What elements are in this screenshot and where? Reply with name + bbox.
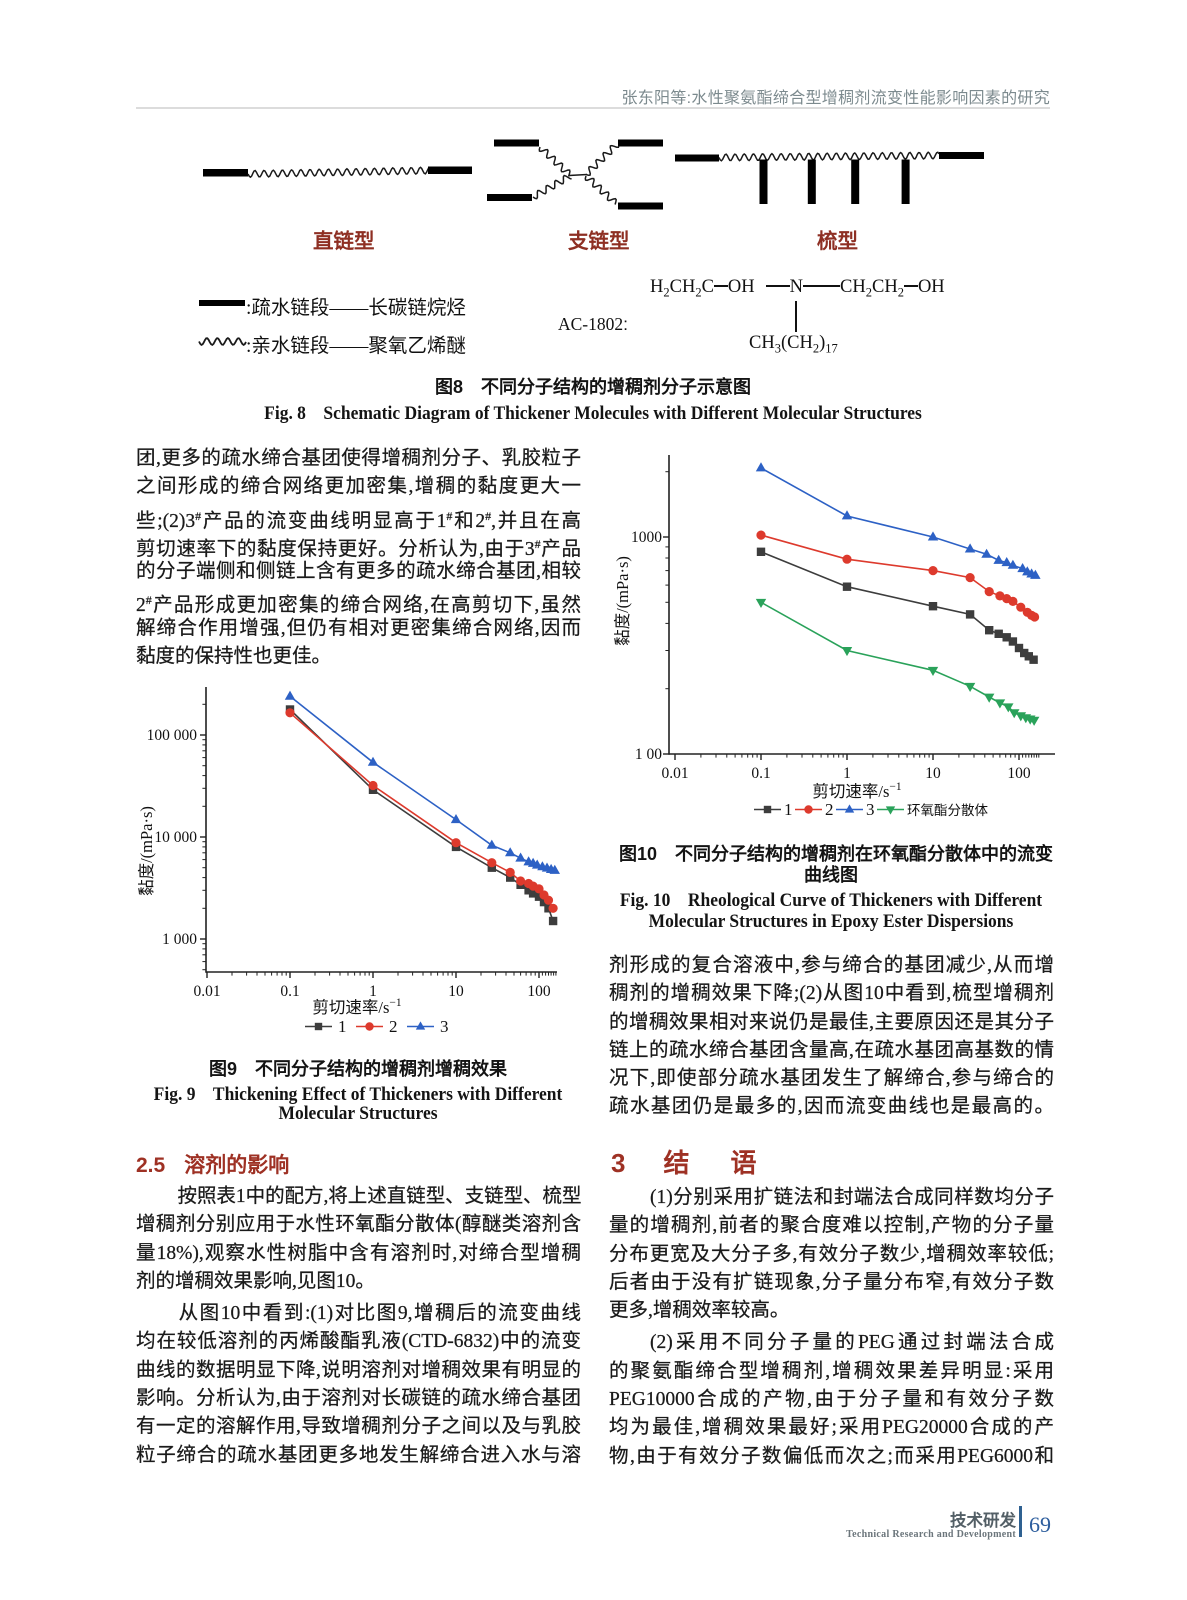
svg-text:3: 3	[866, 800, 875, 819]
svg-text:1: 1	[784, 800, 793, 819]
svg-text:100: 100	[1007, 765, 1031, 782]
svg-text:100 000: 100 000	[147, 727, 198, 744]
svg-text:100: 100	[527, 983, 551, 1000]
svg-text:1 00: 1 00	[635, 746, 662, 763]
svg-text:2: 2	[825, 800, 834, 819]
svg-text:1 000: 1 000	[162, 931, 197, 948]
svg-text:0.1: 0.1	[280, 983, 299, 1000]
svg-text:1000: 1000	[631, 529, 662, 546]
svg-text:1: 1	[843, 765, 851, 782]
svg-text:1: 1	[369, 983, 377, 1000]
svg-text:剪切速率/s−1: 剪切速率/s−1	[812, 781, 902, 801]
svg-text:剪切速率/s−1: 剪切速率/s−1	[312, 997, 402, 1017]
svg-text:环氧酯分散体: 环氧酯分散体	[907, 803, 988, 818]
svg-text:1: 1	[338, 1017, 347, 1036]
svg-text:0.01: 0.01	[193, 983, 220, 1000]
svg-text:10 000: 10 000	[154, 829, 197, 846]
svg-text:10: 10	[925, 765, 941, 782]
svg-text:10: 10	[448, 983, 464, 1000]
svg-text:2: 2	[389, 1017, 398, 1036]
svg-text:0.1: 0.1	[751, 765, 770, 782]
svg-text:0.01: 0.01	[661, 765, 688, 782]
svg-text:黏度/(mPa·s): 黏度/(mPa·s)	[613, 556, 632, 646]
svg-text:黏度/(mPa·s): 黏度/(mPa·s)	[137, 806, 156, 896]
svg-text:3: 3	[440, 1017, 449, 1036]
